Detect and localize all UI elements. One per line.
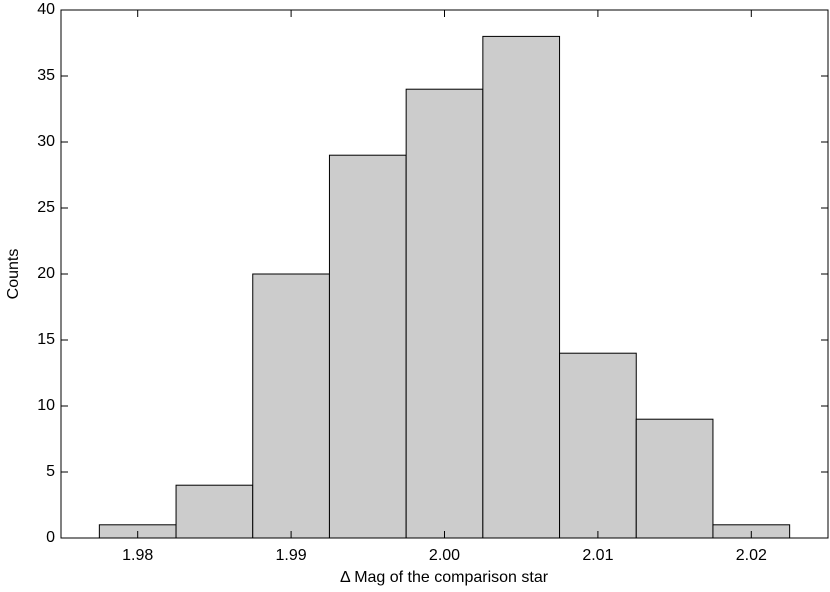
x-tick-label: 2.00 [429,547,460,564]
y-tick-label: 40 [37,1,55,18]
histogram-bar [405,88,484,539]
y-tick-label: 25 [37,199,55,216]
y-tick-label: 0 [46,529,55,546]
histogram-bar [175,484,254,539]
y-tick-label: 10 [37,397,55,414]
y-tick-label: 20 [37,265,55,282]
x-tick-label: 2.01 [582,547,613,564]
histogram-bar [252,273,330,539]
histogram-bar [559,352,637,539]
y-tick-label: 30 [37,133,55,150]
x-tick-label: 1.99 [276,547,307,564]
y-axis-label: Counts [5,249,22,300]
y-tick-label: 15 [37,331,55,348]
y-tick-label: 35 [37,67,55,84]
histogram-bar [482,35,561,539]
histogram-bar [635,418,714,539]
y-tick-label: 5 [46,463,55,480]
x-axis-label: Δ Mag of the comparison star [340,569,549,586]
x-tick-label: 1.98 [122,547,153,564]
x-tick-label: 2.02 [736,547,767,564]
histogram-bar [328,154,407,539]
